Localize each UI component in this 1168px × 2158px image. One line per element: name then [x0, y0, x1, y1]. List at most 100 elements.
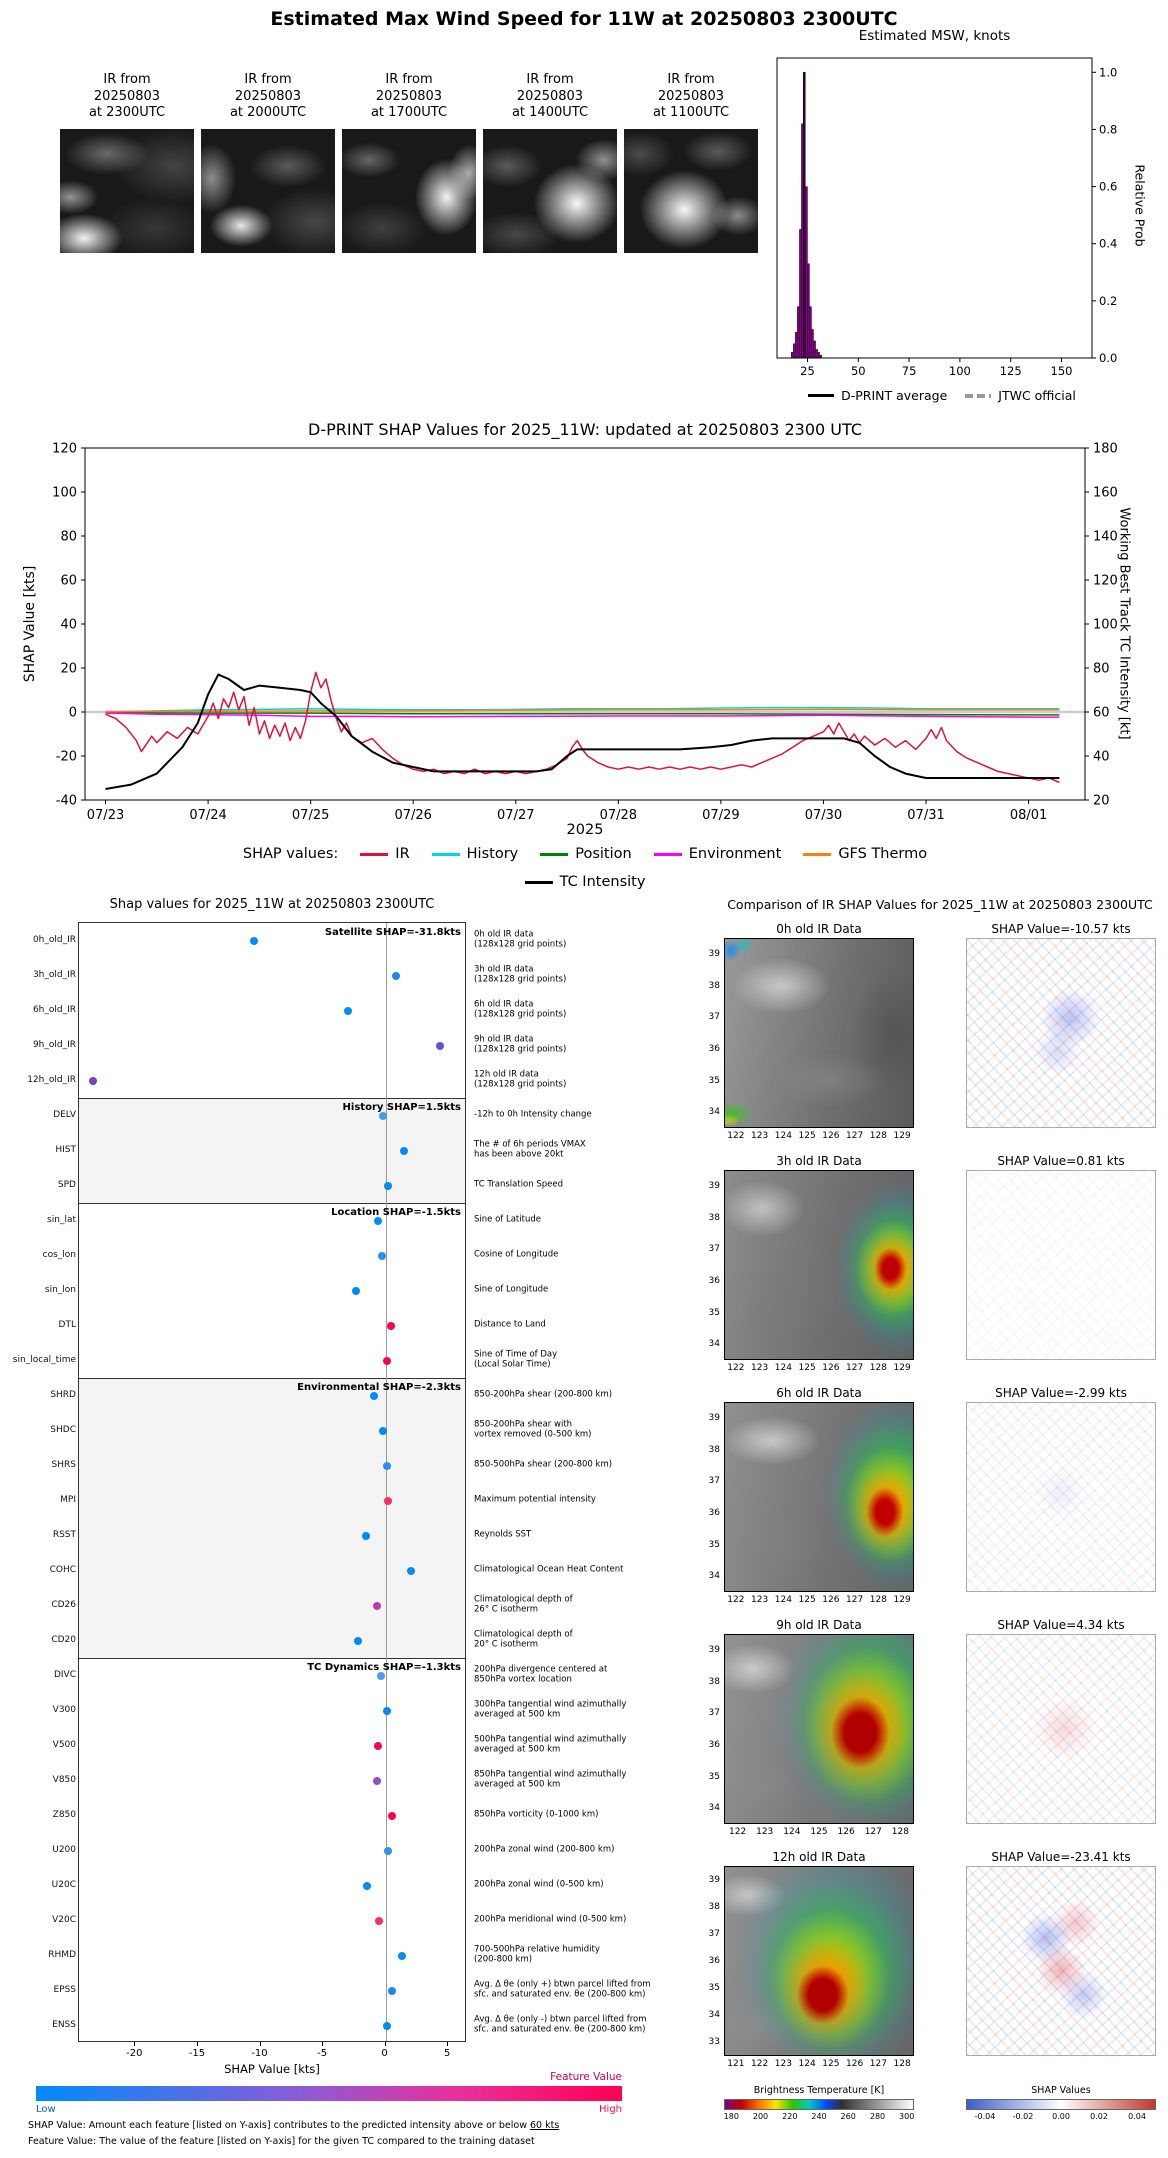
histogram-bar: [799, 229, 802, 359]
feature-description-9h-old-ir: 9h old IR data (128x128 grid points): [474, 1033, 567, 1055]
feature-shap-dot-cd26: [372, 1601, 381, 1610]
x-tick-label: 07/24: [189, 808, 226, 823]
histogram-bar: [813, 340, 816, 359]
x-tick-label: -5: [317, 2048, 328, 2059]
histogram-ylabel: Relative Prob: [1132, 164, 1148, 247]
ir-thumbnail-label-line: IR from: [526, 72, 574, 87]
shap-value-image: [966, 1634, 1156, 1824]
hist-y-tick-label: 0.2: [1099, 294, 1117, 308]
lat-tick-label: 38: [708, 1676, 720, 1687]
x-tick-label: 08/01: [1010, 808, 1047, 823]
right-y-tick-label: 100: [1093, 618, 1118, 633]
ir-comparison-title: Comparison of IR SHAP Values for 2025_11…: [727, 897, 1153, 912]
lat-tick-label: 39: [708, 948, 720, 959]
ir-data-title: 9h old IR Data: [776, 1618, 862, 1632]
histogram-bar: [791, 352, 794, 359]
shap-values-colorbar-ticks: -0.04 -0.02 0.00 0.02 0.04: [966, 2112, 1156, 2124]
lat-tick-label: 39: [708, 1874, 720, 1885]
feature-name-v500: V500: [52, 1739, 76, 1750]
feature-name-3h-old-ir: 3h_old_IR: [32, 969, 76, 980]
x-tick: [322, 2042, 324, 2046]
colorbar-low-label: Low: [36, 2104, 56, 2115]
ir-thumbnail-label-line: at 1100UTC: [652, 105, 730, 121]
x-tick-label: 07/27: [497, 808, 534, 823]
histogram-bar: [809, 306, 812, 359]
ir-data-title: 12h old IR Data: [772, 1850, 866, 1864]
feature-description-v850: 850hPa tangential wind azimuthally avera…: [474, 1768, 627, 1790]
lon-tick-label: 122: [727, 1131, 745, 1141]
lat-tick-label: 37: [708, 1476, 720, 1487]
ir-thumbnail-label: IR from 20250803 at 1700UTC: [339, 72, 479, 122]
right-y-tick-label: 140: [1093, 530, 1118, 545]
legend-label: TC Intensity: [559, 874, 646, 890]
feature-shap-dot-mpi: [384, 1496, 393, 1505]
feature-description-shrd: 850-200hPa shear (200-800 km): [474, 1389, 613, 1400]
shap-value-image: [966, 938, 1156, 1128]
lon-tick-label: 127: [846, 1595, 864, 1605]
ir-thumbnail-label-line: 20250803: [93, 88, 161, 104]
lon-tick-label: 129: [893, 1595, 911, 1605]
feature-name-epss: EPSS: [53, 1984, 76, 1995]
lon-tick-label: 127: [846, 1363, 864, 1373]
feature-name-cos-lon: cos_lon: [42, 1249, 76, 1260]
legend-swatch-position: [540, 852, 569, 856]
lat-tick-label: 33: [708, 2037, 720, 2048]
feature-description-dtl: Distance to Land: [474, 1319, 546, 1330]
feature-group-label: Location SHAP=-1.5kts: [331, 1207, 461, 1218]
lon-tick-label: 128: [869, 1363, 887, 1373]
lat-tick-label: 36: [708, 1739, 720, 1750]
brightness-temperature-colorbar-ticks: 180 200 220 240 260 280 300: [724, 2112, 915, 2124]
lon-tick-label: 125: [798, 1595, 816, 1605]
feature-shap-dot-6h-old-ir: [344, 1006, 353, 1015]
x-tick: [134, 2042, 136, 2046]
ir-data-title: 3h old IR Data: [776, 1154, 862, 1168]
legend-swatch-tc-intensity: [524, 880, 553, 884]
feature-shap-dot-0h-old-ir: [250, 936, 259, 945]
shap-timeseries-chart: -40 -20 0 20 40 60 80 100 120 20 40 60 80 100 120 140 16…: [52, 442, 1118, 823]
lat-tick-label: 36: [708, 1507, 720, 1518]
series-line-gfs-thermo: [105, 708, 1060, 713]
legend-swatch-gfs-thermo: [803, 852, 832, 856]
left-y-tick-label: -20: [56, 750, 77, 765]
lon-tick-label: 128: [869, 1595, 887, 1605]
feature-description-v20c: 200hPa meridional wind (0-500 km): [474, 1914, 627, 1925]
feature-name-shrd: SHRD: [50, 1389, 76, 1400]
footnote-threshold: 60 kts: [529, 2120, 560, 2131]
feature-name-6h-old-ir: 6h_old_IR: [32, 1004, 76, 1015]
feature-description-12h-old-ir: 12h old IR data (128x128 grid points): [474, 1068, 567, 1090]
feature-description-cd26: Climatological depth of 26° C isotherm: [474, 1593, 573, 1615]
ir-data-image: [724, 1170, 914, 1360]
ir-thumbnail-label-line: IR from: [103, 72, 151, 87]
feature-name-cd26: CD26: [51, 1599, 76, 1610]
feature-shap-dot-u20c: [362, 1881, 371, 1890]
histogram-bar: [795, 332, 798, 359]
ir-thumbnail: IR from 20250803 at 2300UTC: [57, 72, 197, 253]
feature-shap-dot-sin-local-time: [382, 1356, 391, 1365]
feature-description-enss: Avg. Δ θe (only -) btwn parcel lifted fr…: [474, 2013, 647, 2035]
ir-data-image: [724, 1634, 914, 1824]
lat-tick-label: 35: [708, 1771, 720, 1782]
ir-thumbnail-label-line: IR from: [385, 72, 433, 87]
x-tick-label: 07/31: [907, 808, 944, 823]
x-tick-label: 07/23: [87, 808, 124, 823]
right-y-tick-label: 80: [1093, 662, 1110, 677]
lon-tick-label: 125: [798, 1363, 816, 1373]
feature-shap-dot-shdc: [379, 1426, 388, 1435]
feature-name-v300: V300: [52, 1704, 76, 1715]
hist-y-tick-label: 0.8: [1099, 122, 1117, 136]
lon-tick-label: 128: [891, 1827, 909, 1837]
left-y-tick-label: 120: [52, 442, 77, 457]
feature-shap-dot-v300: [382, 1706, 391, 1715]
lat-tick-label: 39: [708, 1644, 720, 1655]
x-tick-label: -15: [188, 2048, 206, 2059]
lon-tick-label: 122: [751, 2059, 769, 2069]
lon-tick-label: 123: [751, 1131, 769, 1141]
ir-thumbnail-label-line: at 1700UTC: [370, 105, 448, 121]
histogram-bar: [805, 186, 808, 359]
feature-shap-plot: Satellite SHAP=-31.8kts History SHAP=1.5k…: [78, 922, 466, 2042]
feature-description-mpi: Maximum potential intensity: [474, 1494, 596, 1505]
hist-y-tick-label: 1.0: [1099, 65, 1117, 79]
feature-description-u200: 200hPa zonal wind (200-800 km): [474, 1844, 615, 1855]
left-y-tick-label: 20: [60, 662, 77, 677]
feature-name-shrs: SHRS: [51, 1459, 76, 1470]
